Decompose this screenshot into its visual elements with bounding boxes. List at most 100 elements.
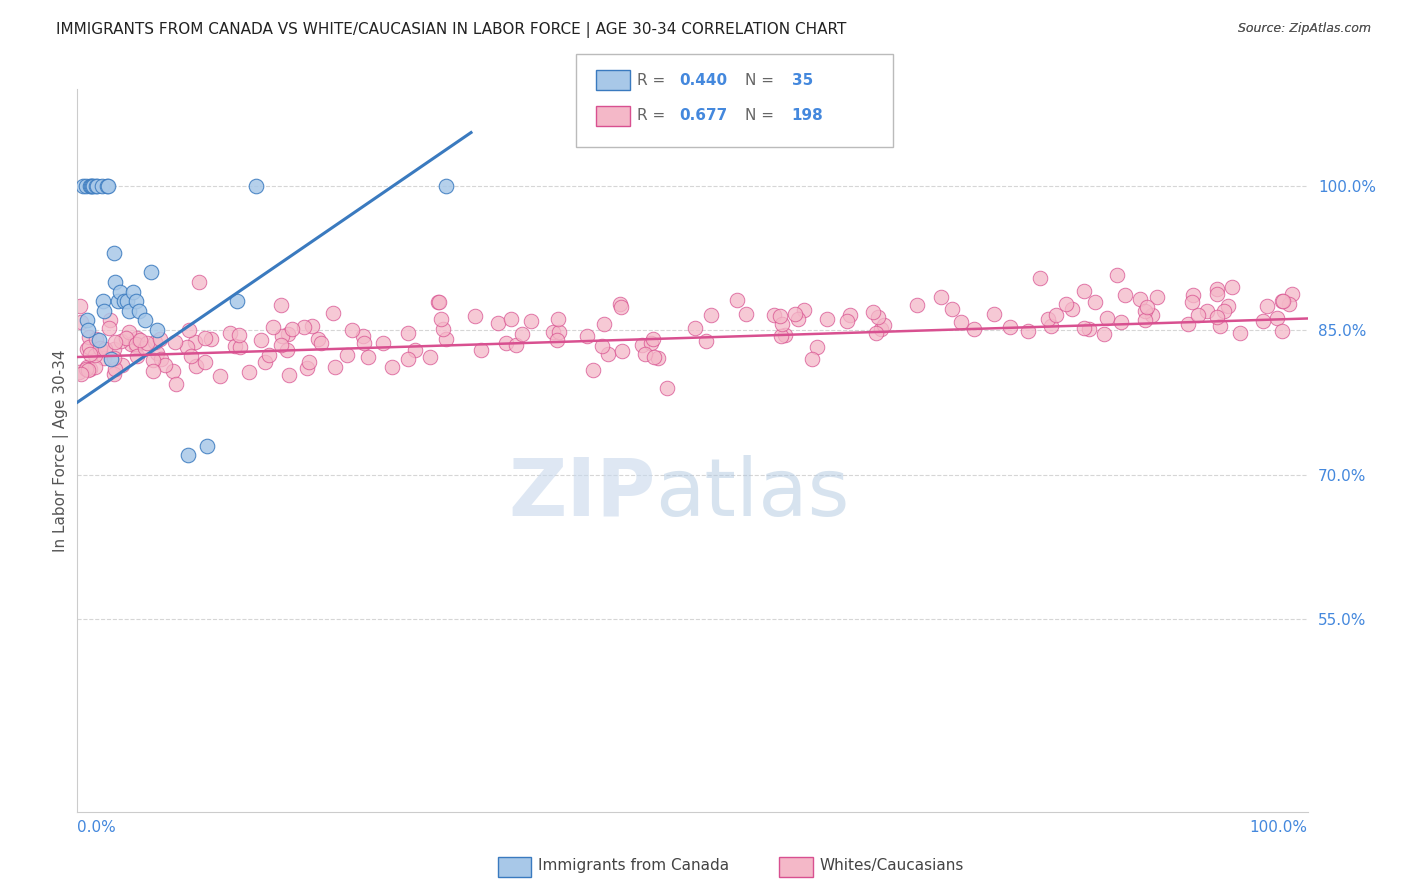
Point [114,331,136,345]
Point [436,178,458,193]
Point [67,365,90,379]
Point [117,325,139,339]
Point [84,360,107,375]
Point [115,294,138,309]
Point [323,359,346,374]
Point [575,329,598,343]
Point [209,368,232,383]
Point [775,327,797,342]
Point [194,331,217,345]
Point [195,439,218,453]
Point [84,333,107,347]
Point [143,335,166,350]
Point [177,323,200,337]
Point [104,335,127,350]
Text: 198: 198 [792,109,824,123]
Point [134,341,156,355]
Point [381,360,404,375]
Point [835,314,858,328]
Point [1129,293,1152,307]
Point [86,178,108,193]
Point [1220,280,1243,294]
Point [77,323,100,337]
Point [278,368,301,382]
Point [224,338,246,352]
Point [245,178,267,193]
Point [186,359,208,373]
Point [962,322,984,336]
Point [89,333,111,347]
Point [94,342,117,356]
Point [226,294,249,309]
Point [941,301,963,316]
Point [229,340,252,354]
Point [695,334,717,349]
Point [77,330,100,344]
Point [396,351,419,366]
Point [103,351,125,365]
Point [582,362,605,376]
Point [259,348,281,362]
Point [322,306,344,320]
Point [1045,308,1067,322]
Point [112,294,135,309]
Point [1040,319,1063,334]
Point [142,353,165,368]
Point [75,362,97,376]
Point [1114,287,1136,301]
Point [1084,295,1107,310]
Point [75,178,97,193]
Point [1281,287,1303,301]
Point [806,340,828,354]
Point [792,303,814,318]
Point [219,326,242,341]
Point [641,332,664,346]
Point [609,296,631,310]
Point [1271,294,1294,309]
Point [110,334,132,349]
Point [1078,322,1101,336]
Point [97,320,120,334]
Point [547,325,569,339]
Point [128,303,150,318]
Point [298,355,321,369]
Point [82,178,104,193]
Point [176,340,198,354]
Point [146,346,169,360]
Point [786,312,808,326]
Point [270,338,292,352]
Point [769,329,792,343]
Point [429,312,451,326]
Point [103,246,125,260]
Point [270,329,292,343]
Point [281,322,304,336]
Point [1135,304,1157,318]
Point [70,367,93,381]
Point [1271,324,1294,338]
Point [141,364,163,378]
Text: 0.440: 0.440 [679,73,727,87]
Point [1182,288,1205,302]
Point [647,351,669,365]
Point [336,348,359,362]
Point [90,178,114,193]
Point [352,329,374,343]
Point [307,332,329,346]
Point [76,359,98,374]
Point [1140,308,1163,322]
Point [610,343,633,358]
Point [396,326,419,341]
Point [340,323,363,337]
Point [353,335,375,350]
Point [429,295,451,310]
Point [1181,295,1204,310]
Point [1136,300,1159,314]
Point [1212,303,1234,318]
Point [163,334,186,349]
Point [110,285,132,299]
Point [270,298,292,312]
Point [404,343,426,357]
Point [125,331,148,345]
Point [1218,299,1240,313]
Point [72,178,94,193]
